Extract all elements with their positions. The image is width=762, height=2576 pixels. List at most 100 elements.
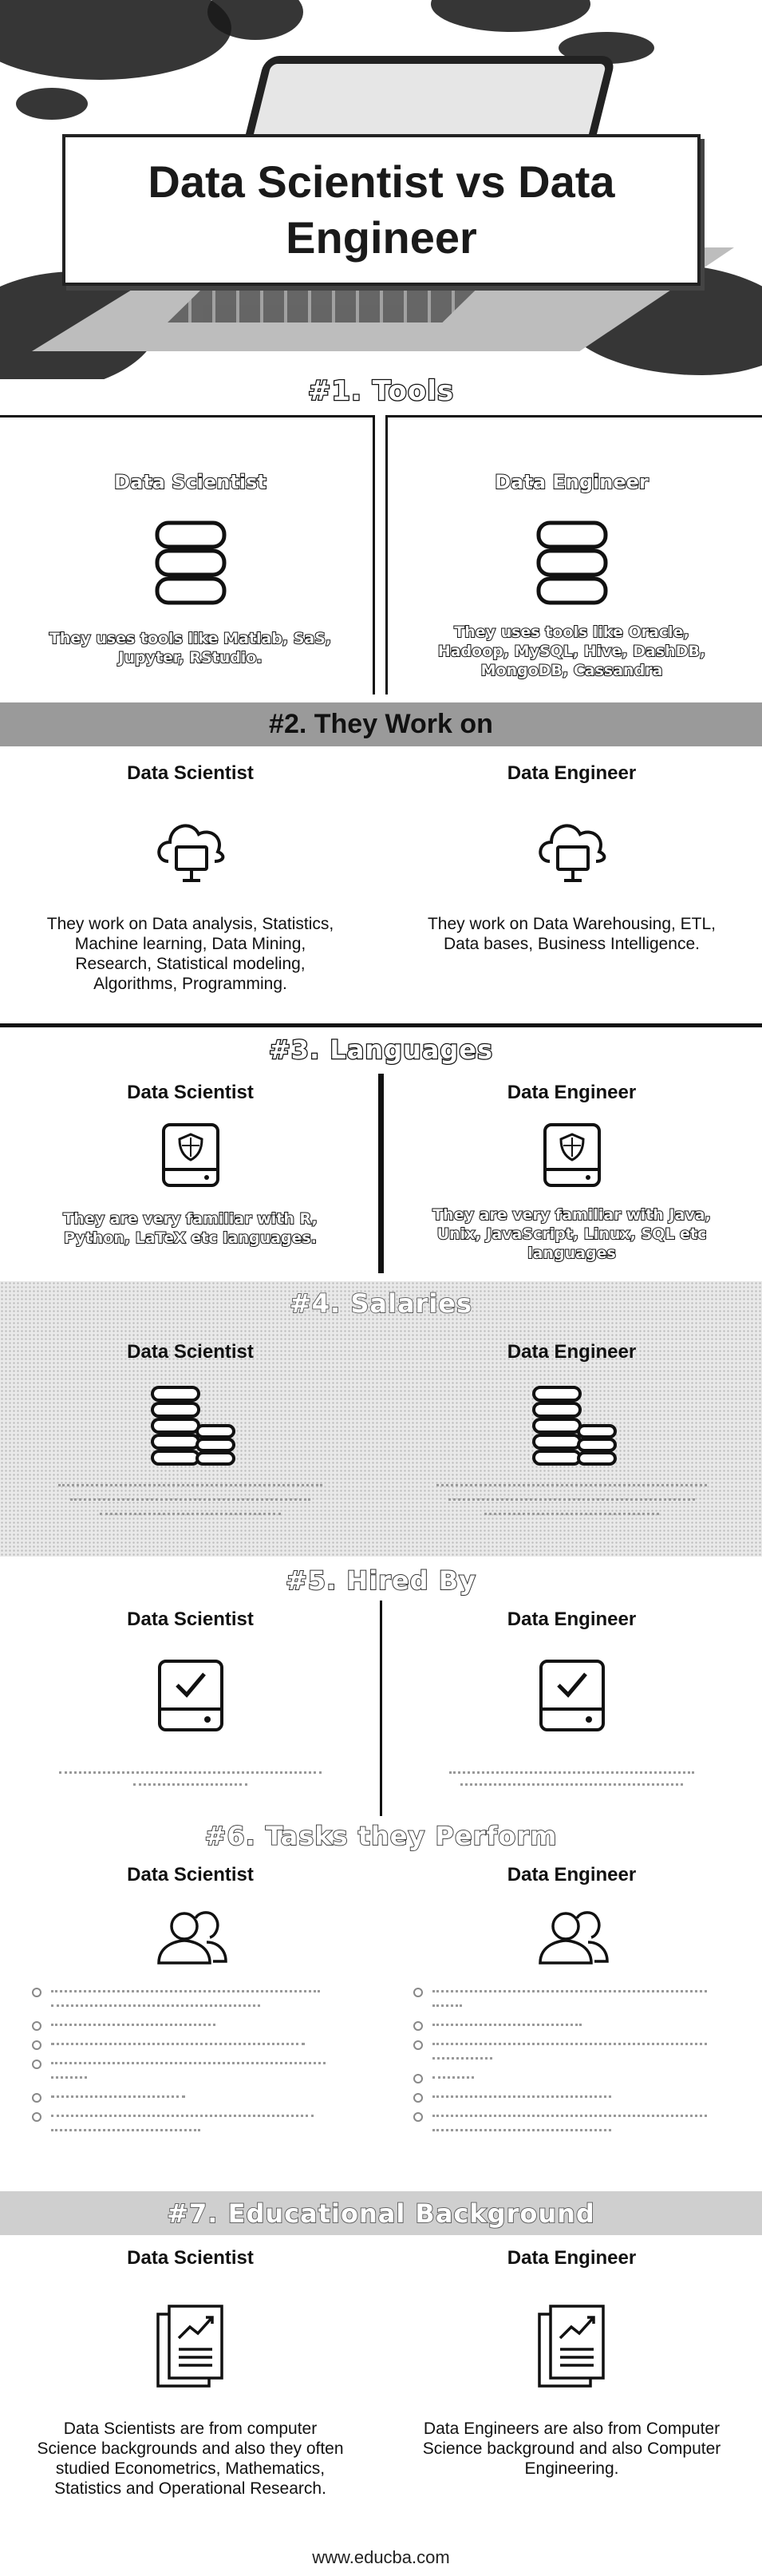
list-item [412,2036,731,2065]
column-text: Data Engineers are also from Computer Sc… [422,2420,721,2478]
column-heading: Data Engineer [494,470,649,494]
column-heading: Data Engineer [507,762,637,784]
column-heading: Data Scientist [127,2247,254,2269]
column-heading: Data Scientist [127,1609,254,1630]
list-item [30,1984,349,2012]
section-title-tasks: #6. Tasks they Perform [204,1820,558,1852]
shield-drive-icon [161,1123,219,1187]
section-tasks: Data Scientist Data Engineer [0,1856,762,2183]
list-item [30,2089,349,2103]
list-item [412,2017,731,2032]
faded-line [448,1771,694,1774]
footer-url[interactable]: www.educba.com [312,2546,450,2567]
column-divider [378,1074,384,1273]
checked-drive-icon [157,1660,223,1731]
column-divider [380,1601,382,1816]
section-title-tools: #1. Tools [307,374,455,409]
column-data-engineer: Data Engineer [381,1601,762,1816]
cloud-monitor-icon [538,824,606,882]
column-heading: Data Scientist [113,470,267,494]
section-title-hired: #5. Hired By [285,1565,476,1597]
section-title-work: #2. They Work on [0,702,762,746]
column-data-engineer: Data Engineer [381,1325,762,1557]
coins-icon [150,1386,235,1466]
column-text: They uses tools like Matlab, SaS, Jupyte… [49,629,332,667]
column-text-illegible [429,1767,714,1795]
hero-banner: Data Scientist vs Data Engineer [0,0,762,379]
task-list-illegible [30,1984,349,2142]
list-item [412,2089,731,2103]
column-data-engineer: Data Engineer Data Engineers are also fr… [381,2239,762,2534]
column-heading: Data Scientist [127,1082,254,1103]
database-icon [536,520,607,605]
faded-line [57,1484,323,1495]
faded-line [484,1513,659,1524]
faded-line [460,1783,683,1786]
column-data-scientist: Data Scientist [0,1325,381,1557]
database-icon [155,520,226,605]
column-text-illegible [40,1481,341,1527]
column-text: They are very familiar with R, Python, L… [62,1209,318,1248]
report-chart-icon [156,2305,223,2388]
faded-line [133,1783,247,1786]
column-text: They are very familiar with Java, Unix, … [432,1205,712,1263]
list-item [30,2108,349,2137]
section-education: Data Scientist Data Scientists are from … [0,2239,762,2534]
ink-splash [0,0,231,80]
list-item [412,1984,731,2012]
column-text: They work on Data Warehousing, ETL, Data… [427,915,717,953]
coins-icon [531,1386,617,1466]
section-title-languages: #3. Languages [268,1034,494,1066]
column-heading: Data Engineer [507,1341,637,1363]
section-title-salaries: #4. Salaries [0,1281,762,1325]
panel-frame [385,415,762,694]
page-title: Data Scientist vs Data Engineer [148,154,614,266]
title-box: Data Scientist vs Data Engineer [62,134,701,286]
faded-line [69,1498,311,1510]
column-text: Data Scientists are from computer Scienc… [37,2420,344,2498]
column-data-engineer: Data Engineer They work on Data Warehous… [381,746,762,1018]
column-text-illegible [421,1481,722,1527]
checked-drive-icon [539,1660,605,1731]
section-hired: Data Scientist Data Engineer [0,1601,762,1816]
list-item [412,2070,731,2084]
column-data-scientist: Data Scientist They work on Data analysi… [0,746,381,1018]
column-data-engineer: Data Engineer They are very familiar wit… [381,1074,762,1273]
title-line-1: Data Scientist vs Data [148,156,615,207]
faded-line [436,1484,708,1495]
task-list-illegible [412,1984,731,2142]
column-text-illegible [48,1767,333,1795]
list-item [30,2056,349,2084]
list-item [30,2017,349,2032]
column-heading: Data Scientist [127,762,254,784]
panel-frame [0,415,375,694]
cloud-monitor-icon [156,824,224,882]
column-data-scientist: Data Scientist They are very familiar wi… [0,1074,381,1273]
ink-splash [16,88,88,120]
column-heading: Data Scientist [127,1341,254,1363]
column-data-engineer: Data Engineer They uses tools like Oracl… [381,415,762,694]
report-chart-icon [537,2305,605,2388]
faded-line [100,1513,281,1524]
section-tools: Data Scientist They uses tools like Matl… [0,415,762,694]
title-line-2: Engineer [286,212,477,263]
divider [0,1023,762,1027]
list-item [30,2036,349,2051]
section-languages: Data Scientist They are very familiar wi… [0,1074,762,1273]
column-text: They work on Data analysis, Statistics, … [46,915,334,993]
column-heading: Data Engineer [507,1609,637,1630]
shield-drive-icon [543,1123,601,1187]
section-title-education: #7. Educational Background [0,2191,762,2235]
section-salaries: Data Scientist Data Engineer [0,1325,762,1557]
column-data-scientist: Data Scientist [0,1856,381,2183]
column-data-scientist: Data Scientist They uses tools like Matl… [0,415,381,694]
column-heading: Data Engineer [507,1082,637,1103]
column-text: They uses tools like Oracle, Hadoop, MyS… [437,623,706,680]
faded-line [448,1498,696,1510]
people-icon [538,1911,609,1965]
column-data-engineer: Data Engineer [381,1856,762,2183]
people-icon [156,1911,227,1965]
faded-line [59,1771,322,1774]
column-heading: Data Scientist [127,1864,254,1886]
column-heading: Data Engineer [507,1864,637,1886]
